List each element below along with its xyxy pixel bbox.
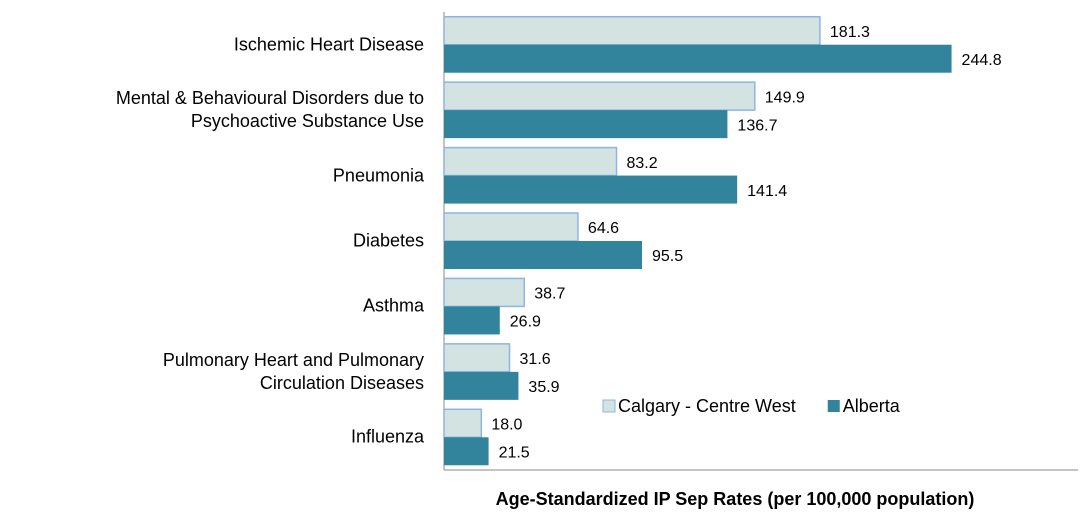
value-label: 31.6 [520,351,551,368]
bar [443,81,756,111]
value-label: 141.4 [747,183,787,200]
bar [443,277,525,308]
bar [444,306,500,335]
value-label: 64.6 [588,220,619,237]
bar [443,146,618,177]
legend-swatch [602,399,616,413]
value-label: 26.9 [510,314,541,331]
value-label: 83.2 [627,155,658,172]
bar [444,241,643,269]
value-label: 35.9 [528,379,559,396]
legend-label: Calgary - Centre West [618,396,796,416]
x-axis-label: Age-Standardized IP Sep Rates (per 100,0… [496,489,975,509]
y-tick-label: Ischemic Heart Disease [233,34,424,55]
legend-swatch [827,400,840,412]
value-label: 149.9 [765,89,805,106]
bar [443,343,511,373]
value-label: 95.5 [652,248,683,265]
value-label: 21.5 [499,445,530,462]
bar [443,15,821,46]
value-label: 38.7 [534,286,565,303]
legend-label: Alberta [843,396,901,416]
y-tick-label: Mental & Behavioural Disorders due to Ps… [115,88,424,132]
bar [444,371,519,400]
bar [444,44,952,73]
bar [443,212,579,242]
value-label: 18.0 [491,417,522,434]
y-tick-label: Asthma [362,295,424,316]
bar [443,408,483,439]
y-tick-label: Pneumonia [332,165,424,186]
value-label: 136.7 [737,117,777,134]
value-label: 181.3 [830,24,870,41]
y-tick-label: Pulmonary Heart and Pulmonary Circulatio… [162,349,424,393]
bar [444,110,728,139]
bar [444,437,489,466]
bar [444,175,738,204]
value-label: 244.8 [962,52,1002,69]
y-tick-label: Influenza [350,426,424,447]
y-tick-label: Diabetes [352,230,424,251]
